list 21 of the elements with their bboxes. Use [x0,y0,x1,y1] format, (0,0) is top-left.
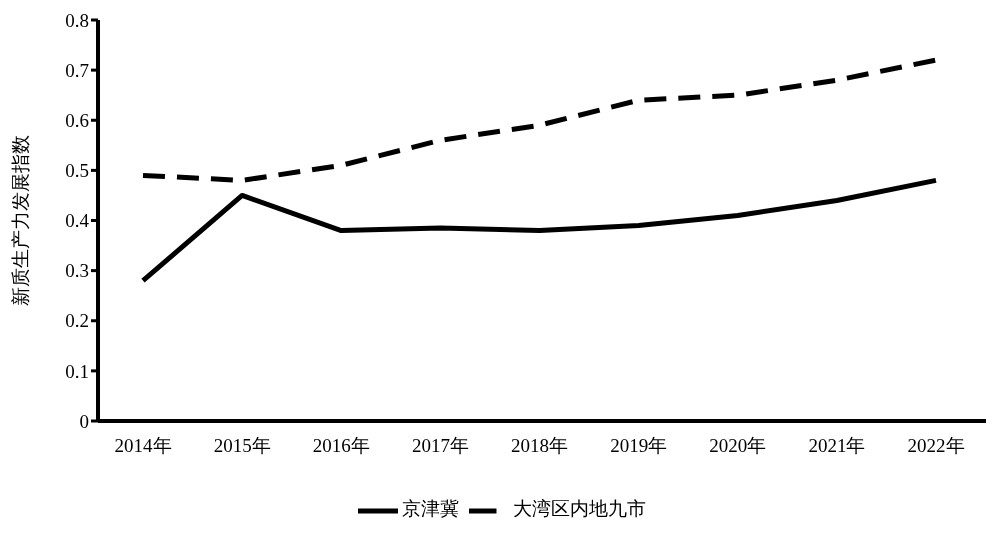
legend-label: 大湾区内地九市 [513,497,646,519]
x-tick-label: 2014年 [114,435,172,457]
y-tick-label: 0.8 [65,9,89,31]
x-tick-label: 2017年 [411,435,469,457]
y-tick-label: 0.1 [65,360,89,382]
x-tick-label: 2020年 [709,435,767,457]
y-tick-label: 0.6 [65,110,89,131]
x-tick-label: 2018年 [511,435,568,457]
y-tick-label: 0.5 [65,160,89,182]
y-tick-label: 0 [79,410,89,432]
legend-label: 京津冀 [402,497,459,519]
x-tick-label: 2015年 [213,435,271,457]
x-tick-label: 2016年 [312,435,370,457]
y-tick-label: 0.3 [65,260,89,282]
x-tick-label: 2019年 [610,435,668,457]
x-tick-label: 2022年 [907,435,965,457]
y-tick-label: 0.4 [65,210,90,232]
y-axis-title: 新质生产力发展指数 [9,135,31,306]
y-tick-label: 0.2 [65,310,89,332]
y-tick-label: 0.7 [65,59,89,81]
x-tick-label: 2021年 [808,435,866,457]
